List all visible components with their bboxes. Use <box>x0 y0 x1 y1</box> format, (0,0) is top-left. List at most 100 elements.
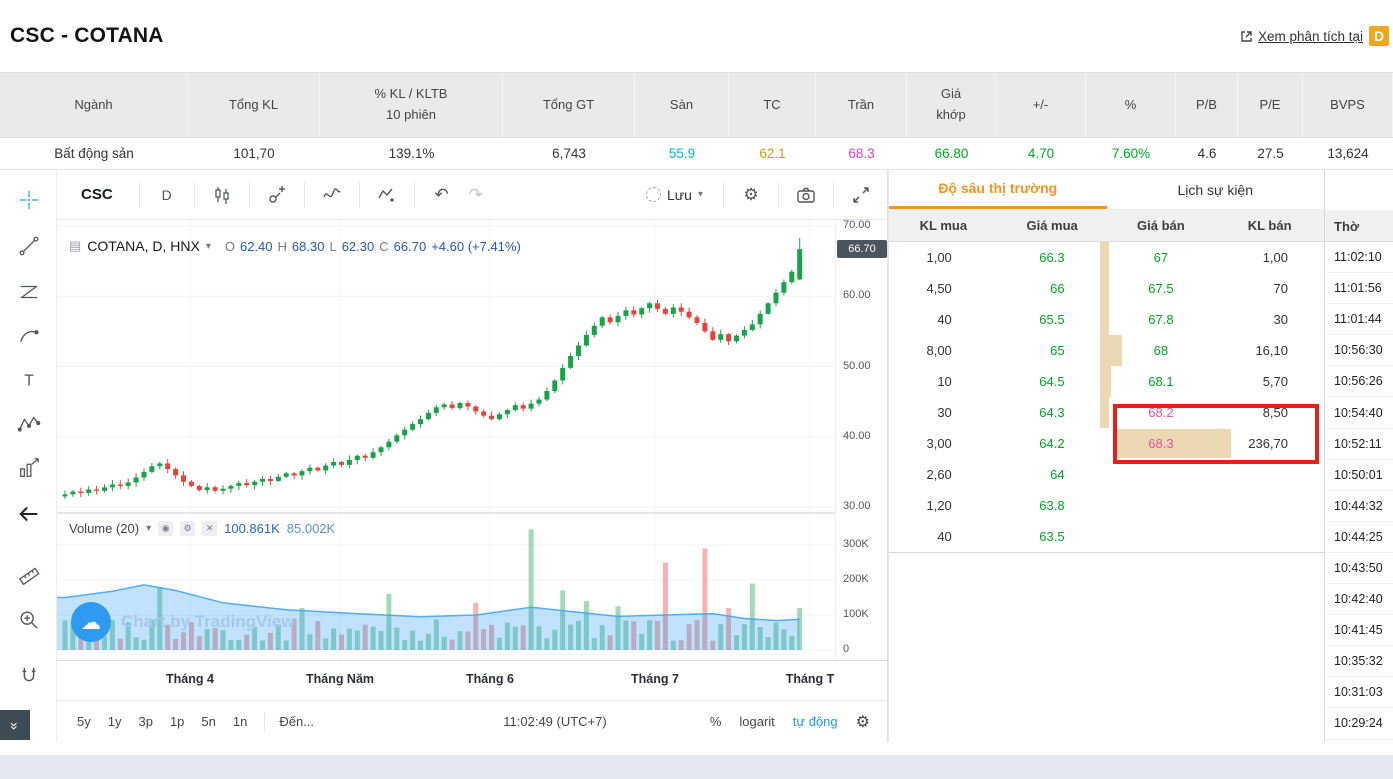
time-tick-label: Tháng 4 <box>166 672 214 686</box>
undo-button[interactable]: ↶ <box>434 184 449 204</box>
log-scale-button[interactable]: logarit <box>739 714 775 729</box>
buy-price-cell: 65 <box>1050 343 1065 358</box>
analysis-link[interactable]: Xem phân tích tại <box>1240 29 1363 44</box>
last-price-tag: 66.70 <box>837 240 887 259</box>
buy-price-cell: 65.5 <box>1039 312 1065 327</box>
range-button-3p[interactable]: 3p <box>138 714 153 729</box>
price-tick-label: 30.00 <box>843 500 871 512</box>
range-buttons: 5y 1y 3p 1p 5n 1n <box>77 714 264 729</box>
price-scale[interactable]: 66.70 70.00 60.00 50.00 40.00 30.00 300K 200K 1… <box>835 219 888 660</box>
legend-collapse-icon[interactable]: ▾ <box>205 240 211 252</box>
sell-price-cell: 68.3 <box>1148 436 1174 451</box>
brand-logo[interactable]: D <box>1369 26 1389 46</box>
orderbook-row[interactable]: 4,50 66 67.5 70 <box>889 273 1324 304</box>
interval-button[interactable]: D <box>161 186 172 203</box>
tab-market-depth[interactable]: Độ sâu thị trường <box>889 170 1107 209</box>
symbol-button[interactable]: CSC <box>81 186 113 203</box>
buy-price-cell: 66.3 <box>1039 250 1065 265</box>
orderbook-row[interactable]: 10 64.5 68.1 5,70 <box>889 366 1324 397</box>
chart-toolbar: CSC D ↶ ↷ Lưu <box>57 170 888 220</box>
range-button-1p[interactable]: 1p <box>169 714 185 729</box>
time-axis[interactable]: Tháng 4 Tháng Năm Tháng 6 Tháng 7 Tháng T <box>57 660 888 700</box>
price-volume-chart[interactable] <box>57 220 835 660</box>
compare-icon[interactable] <box>262 180 292 210</box>
matched-order-time: 10:31:03 <box>1325 677 1393 709</box>
settings-icon[interactable]: ⚙ <box>180 521 196 536</box>
range-button-1n[interactable]: 1n <box>232 714 248 729</box>
chart-canvas[interactable]: ▤ COTANA, D, HNX ▾ O 62.40 H 68.30 L 62.30 … <box>57 220 835 660</box>
tradingview-logo-icon[interactable]: ☁ <box>71 602 111 642</box>
fib-tool[interactable] <box>15 278 43 306</box>
snapshot-camera-button[interactable] <box>791 180 821 210</box>
volume-legend-caret-icon[interactable]: ▾ <box>146 523 152 534</box>
orderbook-row[interactable]: 40 63.5 <box>889 521 1324 552</box>
drawings-panel-toggle[interactable]: » <box>0 710 30 740</box>
trend-line-tool[interactable] <box>15 232 43 260</box>
chart-clock[interactable]: 11:02:49 (UTC+7) <box>503 714 607 729</box>
summary-header-cell: Giá khớp <box>907 73 996 137</box>
volume-ma2-value: 85.002K <box>286 521 336 536</box>
chart-settings-button[interactable]: ⚙ <box>743 184 759 204</box>
summary-value-cell: 101,70 <box>233 146 275 161</box>
external-link-icon <box>1241 30 1252 42</box>
auto-scale-button[interactable]: tự động <box>792 714 838 729</box>
orderbook-row[interactable]: 1,20 63.8 <box>889 490 1324 521</box>
summary-value-cell: 139.1% <box>388 146 435 161</box>
orderbook-row[interactable]: 1,00 66.3 67 1,00 <box>889 242 1324 273</box>
matched-orders-time-panel[interactable]: Thờ 11:02:10 11:01:56 11:01:44 10:56:30 10:5… <box>1324 170 1393 742</box>
indicators-icon[interactable] <box>372 180 402 210</box>
summary-table-header: Ngành Tổng KL% KL / KLTB 10 phiên Tổng GT S… <box>0 72 1393 138</box>
time-tick-label: Tháng 6 <box>466 672 514 686</box>
line-style-icon[interactable] <box>317 180 347 210</box>
ruler-tool[interactable] <box>15 562 43 590</box>
forecast-tool[interactable] <box>15 454 43 482</box>
summary-header-cell: P/B <box>1176 73 1238 137</box>
range-button-1y[interactable]: 1y <box>107 714 122 729</box>
summary-header-cell: +/- <box>996 73 1086 137</box>
hide-drawings-arrow[interactable] <box>15 500 43 528</box>
range-button-5n[interactable]: 5n <box>201 714 216 729</box>
sell-price-cell: 67.5 <box>1148 281 1174 296</box>
percent-scale-button[interactable]: % <box>709 714 722 729</box>
volume-ma1-value: 100.861K <box>224 521 280 536</box>
time-tick-label: Tháng 7 <box>631 672 679 686</box>
volume-legend: Volume (20) ▾ ◉ ⚙ ✕ 100.861K 85.002K <box>69 521 336 536</box>
bottom-settings-icon[interactable]: ⚙ <box>855 713 870 731</box>
zoom-in-tool[interactable] <box>15 606 43 634</box>
fullscreen-button[interactable] <box>846 180 876 210</box>
sell-volume-cell: 1,00 <box>1262 250 1288 265</box>
text-tool[interactable]: T <box>15 366 43 394</box>
eye-icon[interactable]: ◉ <box>158 521 174 536</box>
price-tick-label: 70.00 <box>843 219 871 231</box>
panel-tabs: Độ sâu thị trường Lịch sự kiện <box>889 170 1324 210</box>
chevron-down-icon: ▾ <box>697 189 703 200</box>
matched-order-time: 10:35:32 <box>1325 646 1393 678</box>
orderbook-row[interactable]: 3,00 64.2 68.3 236,70 <box>889 428 1324 459</box>
save-layout-button[interactable]: Lưu ▾ <box>638 187 711 203</box>
redo-button[interactable]: ↷ <box>468 184 483 204</box>
buy-price-cell: 64.3 <box>1039 405 1065 420</box>
orderbook-row[interactable]: 2,60 64 <box>889 459 1324 490</box>
sell-volume-cell: 16,10 <box>1255 343 1288 358</box>
candle-style-icon[interactable] <box>207 180 237 210</box>
drawing-tool-rail: T » <box>0 170 57 742</box>
buy-price-cell: 64.2 <box>1039 436 1065 451</box>
orderbook-row[interactable]: 40 65.5 67.8 30 <box>889 304 1324 335</box>
brush-tool[interactable] <box>15 322 43 350</box>
close-icon[interactable]: ✕ <box>202 521 218 536</box>
orderbook-row[interactable]: 30 64.3 68.2 8,50 <box>889 397 1324 428</box>
market-depth-panel: Độ sâu thị trường Lịch sự kiện KL mua Gi… <box>888 170 1324 742</box>
series-menu-icon[interactable]: ▤ <box>69 238 82 253</box>
pattern-tool[interactable] <box>15 410 43 438</box>
magnet-tool[interactable] <box>15 662 43 690</box>
sell-price-cell: 68 <box>1153 343 1169 358</box>
summary-header-cell: Ngành <box>0 73 188 137</box>
col-sell-price: Giá bán <box>1137 218 1185 233</box>
crosshair-tool[interactable] <box>15 186 43 214</box>
orderbook-row[interactable]: 8,00 65 68 16,10 <box>889 335 1324 366</box>
tab-event-calendar[interactable]: Lịch sự kiện <box>1177 181 1254 198</box>
page-title: CSC - COTANA <box>10 24 164 47</box>
buy-price-cell: 63.8 <box>1039 498 1065 513</box>
goto-date-button[interactable]: Đến... <box>279 714 315 729</box>
range-button-5y[interactable]: 5y <box>77 714 91 729</box>
